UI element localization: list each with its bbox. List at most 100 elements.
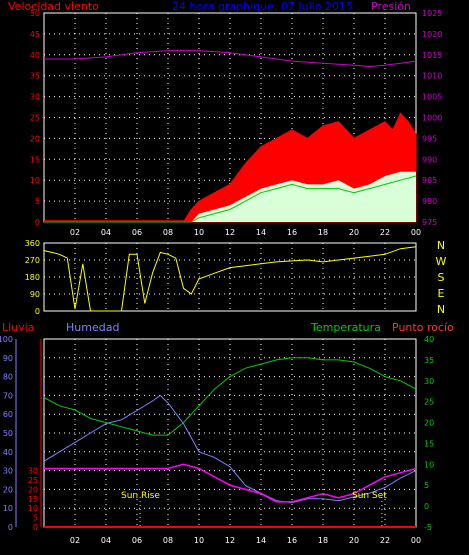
x-tick-label: 12 bbox=[225, 228, 235, 237]
x-tick-label: 18 bbox=[318, 228, 328, 237]
y-tick-label-rain: 0 bbox=[8, 523, 13, 532]
y-tick-label: 25 bbox=[30, 114, 40, 123]
dewpoint-line bbox=[44, 463, 417, 503]
x-tick-label: 20 bbox=[349, 228, 359, 237]
y-tick-label-humidity: 10 bbox=[28, 504, 38, 513]
y-tick-label: 0 bbox=[35, 307, 40, 316]
y-tick-label-rain: 40 bbox=[3, 448, 13, 457]
y-tick-label-rain: 80 bbox=[3, 373, 13, 382]
wind-base-area bbox=[44, 171, 416, 222]
y-tick-label-temperature: 5 bbox=[424, 481, 429, 490]
temperature-label: Temperatura bbox=[310, 321, 381, 334]
compass-label-w: W bbox=[436, 255, 447, 268]
y-tick-label-humidity: 20 bbox=[28, 485, 38, 494]
humidity-temperature-chart: 0102030405060708090100051015202530-50510… bbox=[0, 335, 434, 545]
y-tick-label-temperature: 30 bbox=[424, 377, 434, 386]
x-tick-label: 14 bbox=[256, 536, 266, 545]
y-tick-label-temperature: 25 bbox=[424, 398, 434, 407]
x-tick-label: 04 bbox=[101, 228, 111, 237]
y-tick-label-right: 985 bbox=[422, 176, 437, 185]
x-tick-label: 04 bbox=[101, 536, 111, 545]
y-tick-label: 15 bbox=[30, 155, 40, 164]
temperature-line bbox=[43, 357, 417, 436]
x-tick-label: 08 bbox=[163, 536, 173, 545]
wind-direction-line bbox=[43, 246, 417, 312]
wind-speed-label: Velocidad viento bbox=[8, 0, 99, 13]
y-tick-label-right: 1005 bbox=[422, 93, 442, 102]
humidity-label: Humedad bbox=[66, 321, 119, 334]
y-tick-label-temperature: 10 bbox=[424, 460, 434, 469]
x-tick-label: 02 bbox=[70, 536, 80, 545]
x-tick-label: 10 bbox=[194, 228, 204, 237]
x-tick-label: 00 bbox=[411, 228, 421, 237]
y-tick-label: 35 bbox=[30, 72, 40, 81]
x-tick-label: 08 bbox=[163, 228, 173, 237]
dewpoint-label: Punto rocío bbox=[392, 321, 454, 334]
y-tick-label-right: 975 bbox=[422, 218, 437, 227]
y-tick-label-temperature: 40 bbox=[424, 335, 434, 344]
y-tick-label: 20 bbox=[30, 134, 40, 143]
y-tick-label: 50 bbox=[30, 9, 40, 18]
y-tick-label-temperature: 35 bbox=[424, 356, 434, 365]
y-tick-label-right: 1000 bbox=[422, 114, 442, 123]
sunrise-label: Sun Rise bbox=[121, 491, 160, 501]
y-tick-label-rain: 60 bbox=[3, 410, 13, 419]
compass-label-n-bottom: N bbox=[437, 303, 445, 316]
y-tick-label: 45 bbox=[30, 30, 40, 39]
y-tick-label-right: 980 bbox=[422, 197, 437, 206]
x-tick-label: 20 bbox=[349, 536, 359, 545]
x-tick-label: 00 bbox=[411, 536, 421, 545]
x-tick-label: 16 bbox=[287, 536, 297, 545]
y-tick-label-right: 1010 bbox=[422, 72, 442, 81]
y-tick-label: 30 bbox=[30, 93, 40, 102]
x-tick-label: 22 bbox=[380, 536, 390, 545]
y-tick-label-temperature: 0 bbox=[424, 502, 429, 511]
chart-title: 24 hora graphique. 07 Julio 2015 bbox=[172, 0, 353, 13]
pressure-line bbox=[44, 50, 417, 68]
y-tick-label-rain: 10 bbox=[3, 504, 13, 513]
y-tick-label-right: 1025 bbox=[422, 9, 442, 18]
y-tick-label-rain: 70 bbox=[3, 391, 13, 400]
y-tick-label: 270 bbox=[25, 256, 40, 265]
y-tick-label-right: 995 bbox=[422, 134, 437, 143]
y-tick-label: 180 bbox=[25, 273, 40, 282]
y-tick-label-humidity: 25 bbox=[28, 476, 38, 485]
x-tick-label: 12 bbox=[225, 536, 235, 545]
compass-label-s: S bbox=[438, 271, 445, 284]
x-tick-label: 22 bbox=[380, 228, 390, 237]
y-tick-label-humidity: 15 bbox=[28, 495, 38, 504]
y-tick-label: 5 bbox=[35, 197, 40, 206]
y-tick-label: 0 bbox=[35, 218, 40, 227]
x-tick-label: 06 bbox=[132, 228, 142, 237]
x-tick-label: 06 bbox=[132, 536, 142, 545]
x-tick-label: 16 bbox=[287, 228, 297, 237]
y-tick-label: 90 bbox=[30, 290, 40, 299]
wind-pressure-chart: 0510152025303540455097598098599099510001… bbox=[30, 9, 443, 237]
y-tick-label: 10 bbox=[30, 176, 40, 185]
y-tick-label-temperature: -5 bbox=[424, 523, 432, 532]
sunset-label: Sun Set bbox=[352, 491, 387, 501]
pressure-label: Presión bbox=[371, 0, 411, 13]
y-tick-label-right: 990 bbox=[422, 155, 437, 164]
x-tick-label: 10 bbox=[194, 536, 204, 545]
wind-average-line bbox=[44, 175, 417, 223]
y-tick-label: 360 bbox=[25, 239, 40, 248]
x-tick-label: 18 bbox=[318, 536, 328, 545]
y-tick-label-humidity: 30 bbox=[28, 467, 38, 476]
y-tick-label-rain: 90 bbox=[3, 354, 13, 363]
y-tick-label-humidity: 0 bbox=[33, 523, 38, 532]
y-tick-label-right: 1020 bbox=[422, 30, 442, 39]
y-tick-label-temperature: 15 bbox=[424, 439, 434, 448]
y-tick-label-rain: 50 bbox=[3, 429, 13, 438]
rain-label: Lluvia bbox=[2, 321, 34, 334]
y-tick-label-right: 1015 bbox=[422, 51, 442, 60]
compass-label-n-top: N bbox=[437, 239, 445, 252]
y-tick-label-temperature: 20 bbox=[424, 419, 434, 428]
y-tick-label-rain: 100 bbox=[0, 335, 13, 344]
y-tick-label-rain: 30 bbox=[3, 467, 13, 476]
wind-direction-chart: 0 90 180 270 360 bbox=[25, 239, 417, 316]
y-tick-label-rain: 20 bbox=[3, 485, 13, 494]
x-tick-label: 02 bbox=[70, 228, 80, 237]
